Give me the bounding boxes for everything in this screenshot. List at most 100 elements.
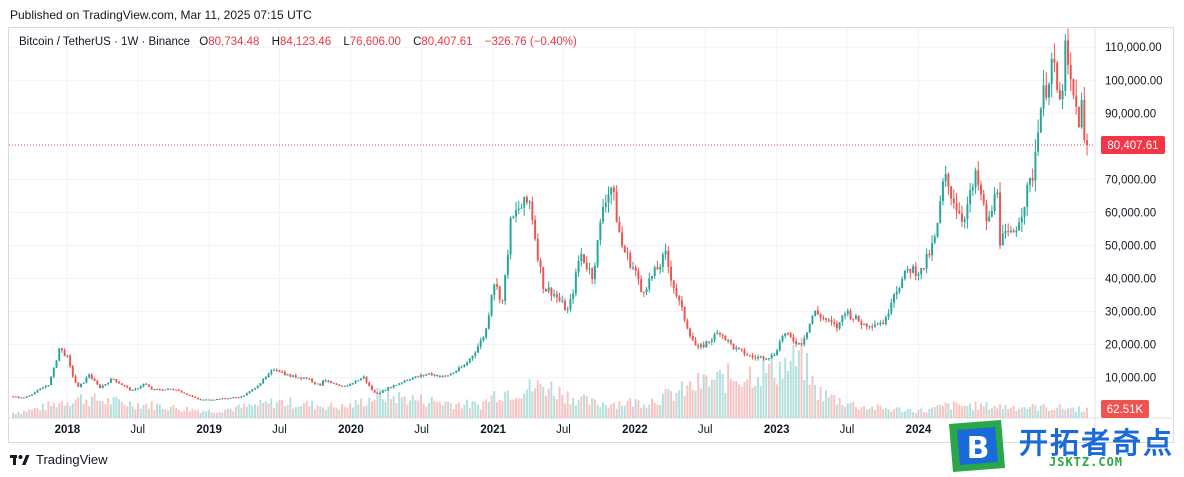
x-tick-label: Jul <box>272 424 287 436</box>
candle-body <box>539 260 542 267</box>
candle-body <box>1072 79 1075 96</box>
volume-bar <box>873 410 876 418</box>
volume-bar <box>710 379 713 418</box>
candle-body <box>188 394 191 396</box>
volume-bar <box>980 403 982 418</box>
candle-body <box>381 390 384 393</box>
candle-body <box>406 379 409 381</box>
volume-bar <box>786 371 789 418</box>
candle-body <box>278 370 281 372</box>
volume-bar <box>126 406 129 418</box>
candle-body <box>640 279 643 292</box>
volume-bar <box>833 394 836 418</box>
candle-body <box>971 187 974 191</box>
candle-body <box>642 291 645 293</box>
candle-body <box>368 382 371 386</box>
x-tick-label: 2022 <box>622 424 648 436</box>
b-logo-letter: B <box>967 431 990 466</box>
volume-bar <box>569 404 572 418</box>
volume-bar <box>1083 411 1086 418</box>
volume-label: 62.51K <box>1107 404 1144 416</box>
candle-body <box>922 268 925 270</box>
volume-bar <box>618 401 621 418</box>
candle-body <box>1039 108 1042 133</box>
volume-bar <box>343 406 346 418</box>
volume-bar <box>476 404 479 418</box>
volume-bar <box>205 411 208 418</box>
volume-bar <box>493 390 496 418</box>
volume-bar <box>210 411 213 418</box>
volume-bar <box>539 383 542 418</box>
volume-bar <box>920 408 923 418</box>
candle-body <box>498 286 501 300</box>
candle-body <box>1050 58 1053 85</box>
candle-body <box>827 319 830 321</box>
candle-body <box>156 389 159 391</box>
volume-bar <box>194 410 197 418</box>
volume-bar <box>1075 411 1078 418</box>
volume-bar <box>694 390 697 418</box>
candle-body <box>341 385 343 387</box>
candle-body <box>838 321 841 329</box>
volume-bar <box>384 402 387 418</box>
volume-bar <box>602 402 605 418</box>
candle-body <box>618 222 621 233</box>
candle-body <box>936 222 939 237</box>
volume-bar <box>60 401 63 418</box>
volume-bar <box>680 381 683 418</box>
chart-panel[interactable]: 10,000.00 20,000.00 30,000.00 40,000.00 50,0… <box>8 27 1174 443</box>
volume-bar <box>428 402 431 418</box>
volume-bar <box>145 403 148 418</box>
volume-bar <box>224 409 227 418</box>
candle-body <box>104 384 107 386</box>
candle-body <box>974 170 977 188</box>
open-label: O <box>199 36 209 48</box>
volume-bar <box>207 409 210 418</box>
candle-body <box>523 196 526 208</box>
volume-bar <box>699 388 702 418</box>
volume-bar <box>566 391 569 418</box>
candle-body <box>365 376 368 383</box>
symbol-name[interactable]: Bitcoin / TetherUS · 1W · Binance <box>19 36 191 48</box>
volume-bar <box>232 411 235 418</box>
volume-bar <box>468 408 471 418</box>
tradingview-footer[interactable]: TradingView <box>10 452 108 467</box>
volume-bar <box>944 402 947 418</box>
volume-bar <box>1053 410 1056 418</box>
candle-body <box>678 295 681 301</box>
candle-body <box>993 194 996 212</box>
candle-body <box>210 399 213 401</box>
volume-bar <box>950 409 953 418</box>
y-tick-label: 70,000.00 <box>1105 174 1156 186</box>
low-label: L <box>343 36 350 48</box>
candle-body <box>324 380 327 382</box>
candle-body <box>708 341 711 343</box>
candle-body <box>455 371 458 373</box>
candle-body <box>41 387 44 389</box>
volume-bar <box>634 399 637 418</box>
volume-bar <box>455 403 458 418</box>
volume-bar <box>44 410 47 418</box>
volume-bar <box>547 388 550 418</box>
candle-body <box>357 380 360 382</box>
candle-body <box>300 377 303 379</box>
close-value: 80,407.61 <box>421 36 473 48</box>
candle-body <box>180 390 183 393</box>
volume-bar <box>283 406 286 418</box>
candle-body <box>403 380 406 383</box>
volume-bar <box>398 392 401 418</box>
candle-body <box>1009 230 1012 232</box>
candle-body <box>468 358 471 363</box>
candle-body <box>721 334 724 336</box>
candle-body <box>612 187 615 192</box>
price-chart[interactable]: 10,000.00 20,000.00 30,000.00 40,000.00 50,0… <box>9 28 1173 442</box>
candle-body <box>754 357 757 359</box>
candle-body <box>928 253 931 256</box>
candle-body <box>308 378 311 380</box>
volume-bar <box>240 407 243 418</box>
volume-bar <box>373 399 376 418</box>
volume-bar <box>153 410 156 418</box>
volume-bar <box>767 363 770 418</box>
volume-bar <box>411 395 414 418</box>
volume-bar <box>727 363 730 418</box>
